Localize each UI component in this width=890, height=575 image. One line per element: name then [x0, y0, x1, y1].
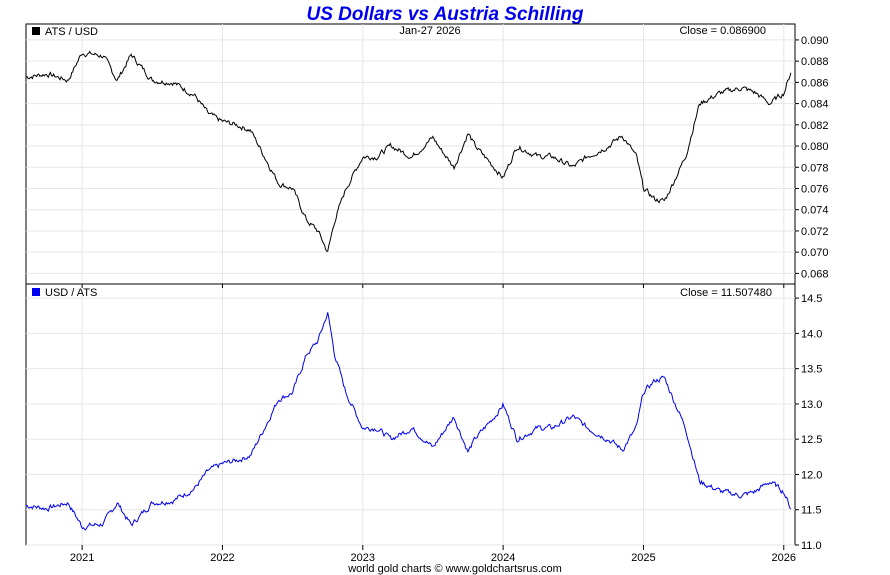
top-y-tick-label: 0.068	[801, 268, 829, 280]
x-tick-label: 2021	[70, 552, 94, 564]
top-y-tick-label: 0.090	[801, 35, 829, 47]
bottom-y-tick-label: 13.5	[801, 364, 822, 376]
x-tick-label: 2026	[772, 552, 796, 564]
top-panel-frame	[25, 23, 796, 285]
footer-credit: world gold charts © www.goldchartsrus.co…	[347, 563, 562, 575]
top-y-tick-label: 0.076	[801, 183, 829, 195]
top-y-axis: 0.090 0.088 0.086 0.084 0.082 0.080 0.078 0.076…	[795, 35, 829, 280]
bottom-y-tick-label: 13.0	[801, 399, 822, 411]
x-axis: 2021 2022 2023 2024 2025 2026	[70, 284, 796, 564]
top-series-line	[25, 50, 792, 252]
bottom-y-axis: 14.5 14.0 13.5 13.0 12.5 12.0 11.5 11.0	[795, 293, 822, 552]
x-tick-label: 2025	[631, 552, 655, 564]
top-y-tick-label: 0.082	[801, 120, 829, 132]
top-y-tick-label: 0.072	[801, 226, 829, 238]
x-tick-label: 2024	[491, 552, 515, 564]
top-y-tick-label: 0.088	[801, 56, 829, 68]
bottom-legend-swatch	[32, 288, 40, 296]
top-panel: 0.090 0.088 0.086 0.084 0.082 0.080 0.078 0.076…	[25, 23, 829, 285]
top-legend-swatch	[32, 27, 40, 35]
chart-title: US Dollars vs Austria Schilling	[307, 4, 584, 25]
bottom-legend-label: USD / ATS	[45, 287, 97, 299]
bottom-y-tick-label: 12.0	[801, 469, 822, 481]
top-y-tick-label: 0.078	[801, 162, 829, 174]
bottom-close-label: Close = 11.507480	[680, 287, 772, 299]
date-label: Jan-27 2026	[399, 25, 460, 37]
bottom-y-tick-label: 11.5	[801, 505, 822, 517]
bottom-panel: 14.5 14.0 13.5 13.0 12.5 12.0 11.5 11.0 USD / A…	[25, 283, 822, 552]
top-y-tick-label: 0.084	[801, 99, 829, 111]
bottom-panel-frame	[25, 283, 796, 546]
bottom-series-line	[25, 312, 792, 531]
top-legend-label: ATS / USD	[45, 26, 98, 38]
top-grid	[26, 24, 795, 284]
top-y-tick-label: 0.086	[801, 77, 829, 89]
top-y-tick-label: 0.080	[801, 141, 829, 153]
x-tick-label: 2022	[210, 552, 234, 564]
bottom-y-tick-label: 12.5	[801, 434, 822, 446]
bottom-y-tick-label: 14.0	[801, 328, 822, 340]
top-close-label: Close = 0.086900	[679, 25, 766, 37]
x-tick-label: 2023	[351, 552, 375, 564]
bottom-y-tick-label: 11.0	[801, 540, 822, 552]
top-y-tick-label: 0.074	[801, 205, 829, 217]
bottom-y-tick-label: 14.5	[801, 293, 822, 305]
top-y-tick-label: 0.070	[801, 247, 829, 259]
bottom-grid	[26, 284, 795, 546]
